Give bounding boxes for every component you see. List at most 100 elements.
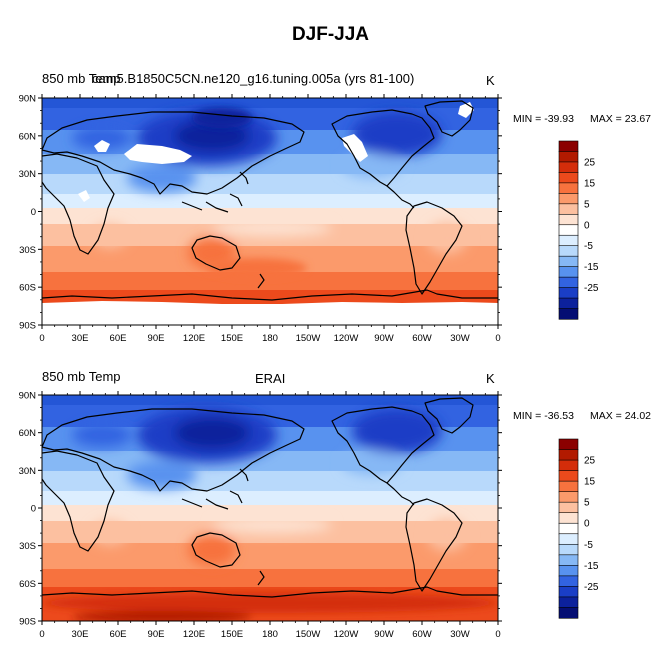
colorbar-box (558, 491, 579, 503)
panel2-center-label: ERAI (255, 371, 286, 386)
lat-tick-label: 90N (19, 94, 37, 105)
panel2-units: K (486, 371, 495, 386)
lon-tick-label: 180 (262, 629, 278, 640)
colorbar-box (558, 161, 579, 174)
colorbar-label: 0 (584, 220, 590, 231)
lat-tick-label: 90S (19, 321, 36, 332)
lon-tick-label: 150W (296, 333, 321, 344)
colorbar-box (558, 459, 579, 472)
colorbar-label: -5 (584, 241, 593, 252)
lon-tick-label: 0 (495, 333, 500, 344)
colorbar-box (558, 193, 579, 205)
lat-tick-label: 60N (19, 131, 37, 142)
panel1-units: K (486, 73, 495, 88)
missing-data-mask (42, 102, 498, 325)
colorbar-box (558, 501, 579, 514)
lon-tick-label: 0 (39, 333, 44, 344)
lon-tick-label: 150E (221, 629, 243, 640)
panel2-min-label: MIN = -36.53 (513, 410, 574, 422)
lat-tick-label: 30N (19, 466, 37, 477)
lon-tick-label: 150W (296, 629, 321, 640)
lon-tick-label: 0 (39, 629, 44, 640)
colorbar-box (558, 449, 579, 461)
lat-tick-label: 30N (19, 169, 37, 180)
colorbar-box (558, 224, 579, 236)
colorbar-box (558, 182, 579, 194)
lat-tick-label: 90S (19, 617, 36, 628)
lon-tick-label: 30E (72, 333, 89, 344)
colorbar-label: -5 (584, 540, 593, 551)
lon-tick-label: 150E (221, 333, 243, 344)
colorbar-box (558, 151, 579, 163)
lat-tick-label: 30S (19, 245, 36, 256)
colorbar-box (558, 287, 579, 299)
colorbar-label: 25 (584, 157, 596, 168)
panel2-left-label: 850 mb Temp (42, 369, 121, 384)
panel2-colorbar: 25 15 5 0 -5 -15 -25 (558, 438, 599, 619)
panel1-left-label: 850 mb Temp (42, 71, 121, 86)
lon-tick-label: 120W (334, 629, 359, 640)
lon-tick-label: 30W (450, 629, 470, 640)
lon-tick-label: 90E (148, 629, 165, 640)
lon-tick-label: 60E (110, 333, 127, 344)
lat-tick-label: 0 (31, 504, 36, 515)
lat-tick-label: 90N (19, 391, 37, 402)
lon-tick-label: 30W (450, 333, 470, 344)
lon-tick-label: 120W (334, 333, 359, 344)
colorbar-box (558, 470, 579, 482)
panel1-min-label: MIN = -39.93 (513, 113, 574, 125)
lon-tick-label: 30E (72, 629, 89, 640)
colorbar-box (558, 554, 579, 566)
panel1-colorbar: 25 15 5 0 -5 -15 -25 (558, 140, 599, 320)
lat-tick-label: 60S (19, 579, 36, 590)
colorbar-box (558, 586, 579, 598)
lon-tick-label: 120E (183, 629, 205, 640)
panel1-center-label: cam5.B1850C5CN.ne120_g16.tuning.005a (yr… (92, 71, 415, 86)
colorbar-box (558, 172, 579, 184)
colorbar-label: -25 (584, 283, 599, 294)
panel2-map (41, 394, 499, 622)
colorbar-box (558, 512, 579, 524)
panel1-map (41, 97, 499, 326)
colorbar-box (558, 575, 579, 588)
lat-tick-label: 0 (31, 207, 36, 218)
colorbar-box (558, 140, 579, 153)
colorbar-box (558, 266, 579, 278)
colorbar-label: 5 (584, 199, 590, 210)
colorbar-label: 0 (584, 519, 590, 530)
colorbar-label: -15 (584, 561, 599, 572)
colorbar-box (558, 438, 579, 451)
colorbar-box (558, 297, 579, 310)
lon-tick-label: 60E (110, 629, 127, 640)
lat-tick-label: 60S (19, 283, 36, 294)
colorbar-box (558, 596, 579, 609)
colorbar-label: -15 (584, 262, 599, 273)
colorbar-box (558, 308, 579, 320)
colorbar-label: -25 (584, 582, 599, 593)
colorbar-box (558, 213, 579, 226)
colorbar-label: 15 (584, 477, 596, 488)
colorbar-box (558, 607, 579, 619)
lon-tick-label: 60W (412, 629, 432, 640)
colorbar-box (558, 533, 579, 545)
panel2-max-label: MAX = 24.02 (590, 410, 651, 422)
lon-tick-label: 90W (374, 333, 394, 344)
lat-tick-label: 60N (19, 428, 37, 439)
colorbar-label: 25 (584, 456, 596, 467)
colorbar-box (558, 203, 579, 215)
lon-tick-label: 0 (495, 629, 500, 640)
colorbar-box (558, 522, 579, 535)
lon-tick-label: 180 (262, 333, 278, 344)
colorbar-label: 15 (584, 178, 596, 189)
colorbar-box (558, 480, 579, 493)
lon-tick-label: 90E (148, 333, 165, 344)
panel1-max-label: MAX = 23.67 (590, 113, 651, 125)
colorbar-label: 5 (584, 498, 590, 509)
lon-tick-label: 120E (183, 333, 205, 344)
main-title: DJF-JJA (291, 24, 370, 45)
lon-tick-label: 60W (412, 333, 432, 344)
colorbar-box (558, 543, 579, 556)
colorbar-box (558, 565, 579, 577)
